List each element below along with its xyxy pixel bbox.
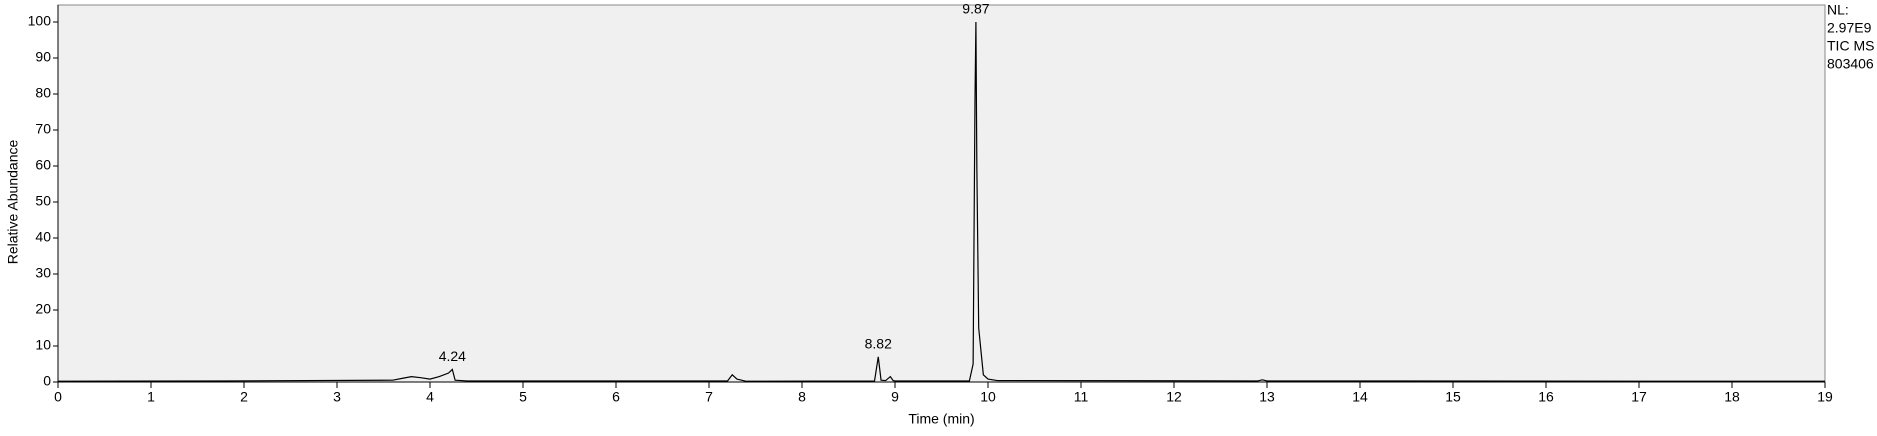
x-axis-label: Time (min) — [908, 411, 974, 427]
x-tick-label: 7 — [705, 389, 713, 405]
x-tick-label: 16 — [1538, 389, 1554, 405]
x-tick-label: 19 — [1817, 389, 1833, 405]
y-tick-label: 80 — [35, 85, 51, 101]
x-tick-label: 10 — [980, 389, 996, 405]
x-tick-label: 15 — [1445, 389, 1461, 405]
y-tick-label: 0 — [43, 373, 51, 389]
x-tick-label: 11 — [1074, 389, 1089, 405]
peak-label: 8.82 — [865, 336, 892, 352]
y-tick-label: 40 — [35, 229, 51, 245]
x-tick-label: 17 — [1631, 389, 1647, 405]
x-tick-label: 18 — [1724, 389, 1740, 405]
x-tick-label: 13 — [1259, 389, 1275, 405]
y-tick-label: 70 — [35, 121, 51, 137]
info-text: 2.97E9 — [1827, 20, 1872, 36]
y-tick-label: 100 — [28, 13, 52, 29]
x-tick-label: 0 — [54, 389, 62, 405]
x-tick-label: 4 — [426, 389, 434, 405]
peak-label: 4.24 — [439, 348, 466, 364]
y-tick-label: 10 — [35, 337, 51, 353]
x-tick-label: 2 — [240, 389, 248, 405]
y-axis-label: Relative Abundance — [5, 140, 21, 265]
y-tick-label: 20 — [35, 301, 51, 317]
info-text: 803406 — [1827, 56, 1874, 72]
peak-label: 9.87 — [962, 1, 989, 17]
y-tick-label: 60 — [35, 157, 51, 173]
plot-area — [57, 4, 1826, 383]
x-tick-label: 6 — [612, 389, 620, 405]
x-tick-label: 9 — [891, 389, 899, 405]
y-tick-label: 30 — [35, 265, 51, 281]
x-tick-label: 14 — [1352, 389, 1368, 405]
trace-line — [57, 21, 1826, 382]
x-tick-label: 1 — [147, 389, 155, 405]
y-tick-label: 50 — [35, 193, 51, 209]
y-tick-label: 90 — [35, 49, 51, 65]
x-tick-label: 3 — [333, 389, 341, 405]
x-tick-label: 8 — [798, 389, 806, 405]
info-text: TIC MS — [1827, 38, 1874, 54]
x-tick-label: 12 — [1166, 389, 1182, 405]
info-text: NL: — [1827, 2, 1849, 18]
x-tick-label: 5 — [519, 389, 527, 405]
